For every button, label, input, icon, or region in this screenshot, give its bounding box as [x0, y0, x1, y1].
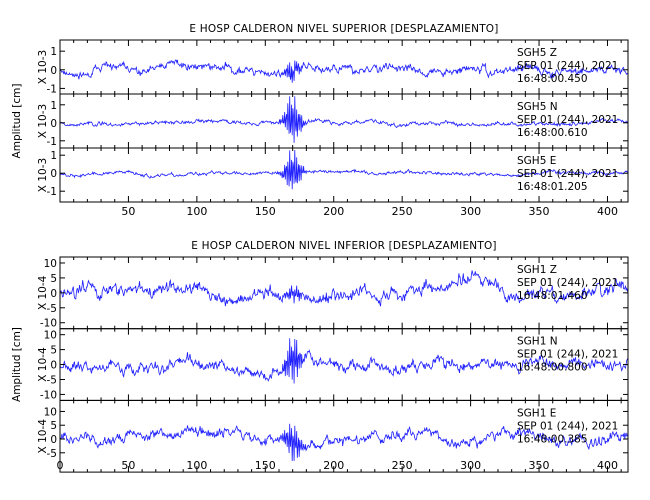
waveform-line [59, 423, 629, 462]
y-tick-label: 0 [50, 65, 57, 77]
annotation-line: SEP 01 (244), 2021 [517, 420, 618, 432]
annotation-line: 16:48:00.450 [517, 73, 588, 85]
annotation-line: SEP 01 (244), 2021 [517, 168, 618, 180]
y-tick-label: 10 [44, 258, 57, 270]
scale-label: X 10-3 [37, 104, 49, 138]
y-tick-label: 0 [50, 168, 57, 180]
y-tick-label: -1 [47, 136, 57, 148]
annotation-line: SEP 01 (244), 2021 [517, 60, 618, 72]
panel-frame [59, 399, 629, 473]
chart-group-1: E HOSP CALDERON NIVEL SUPERIOR [DESPLAZA… [11, 23, 629, 218]
chart-title: E HOSP CALDERON NIVEL INFERIOR [DESPLAZA… [191, 240, 496, 252]
annotation-line: 16:48:00.610 [517, 127, 588, 139]
x-tick-label: 300 [460, 205, 481, 218]
annotation-line: 16:48:00.800 [517, 362, 588, 374]
y-tick-label: 5 [50, 420, 57, 432]
annotation-line: SGH5 Z [517, 47, 557, 59]
annotation-line: SGH1 N [517, 336, 558, 348]
scale-label: X 10-4 [37, 419, 49, 454]
y-tick-label: 10 [44, 330, 57, 342]
y-tick-label: 5 [50, 345, 57, 357]
annotation-line: SEP 01 (244), 2021 [517, 114, 618, 126]
x-tick-label: 50 [121, 205, 135, 218]
x-tick-label: 250 [392, 459, 413, 472]
x-tick-label: 400 [597, 205, 618, 218]
annotation-line: 16:48:00.385 [517, 433, 588, 445]
x-tick-label: 150 [255, 459, 276, 472]
y-tick-label: 1 [50, 100, 57, 112]
y-tick-label: -1 [47, 186, 57, 198]
x-tick-label: 50 [121, 459, 135, 472]
x-tick-label: 250 [392, 205, 413, 218]
waveform-line [59, 270, 629, 307]
x-tick-label: 300 [460, 459, 481, 472]
y-tick-label: -5 [47, 374, 57, 386]
chart-group-2: E HOSP CALDERON NIVEL INFERIOR [DESPLAZA… [11, 240, 629, 473]
y-tick-label: -5 [47, 448, 57, 460]
y-tick-label: 0 [50, 288, 57, 300]
x-tick-label: 0 [57, 459, 64, 472]
annotation-line: SEP 01 (244), 2021 [517, 349, 618, 361]
y-tick-label: 0 [50, 360, 57, 372]
annotation-line: SGH5 E [517, 155, 556, 167]
x-tick-label: 100 [186, 459, 207, 472]
x-tick-label: 350 [529, 205, 550, 218]
scale-label: X 10-3 [37, 50, 49, 84]
x-tick-label: 200 [323, 459, 344, 472]
waveform-line [59, 149, 629, 190]
x-tick-label: 350 [529, 459, 550, 472]
y-tick-label: 0 [50, 434, 57, 446]
annotation-line: 16:48:01.205 [517, 181, 588, 193]
annotation-line: 16:48:01.460 [517, 290, 588, 302]
y-axis-label: Amplitud [cm] [11, 327, 23, 402]
y-tick-label: -5 [47, 303, 57, 315]
waveform-line [59, 59, 629, 83]
annotation-line: SGH5 N [517, 101, 558, 113]
y-tick-label: -1 [47, 83, 57, 95]
y-tick-label: 1 [50, 150, 57, 162]
scale-label: X 10-4 [37, 275, 49, 310]
waveform-line [59, 338, 629, 384]
annotation-line: SGH1 E [517, 407, 556, 419]
y-axis-label: Amplitud [cm] [11, 84, 23, 159]
y-tick-label: -10 [40, 389, 57, 401]
y-tick-label: 10 [44, 406, 57, 418]
y-tick-label: -10 [40, 318, 57, 330]
scale-label: X 10-3 [37, 158, 49, 192]
x-tick-label: 150 [255, 205, 276, 218]
chart-title: E HOSP CALDERON NIVEL SUPERIOR [DESPLAZA… [189, 23, 498, 35]
y-tick-label: 0 [50, 118, 57, 130]
annotation-line: SGH1 Z [517, 264, 557, 276]
x-tick-label: 400 [597, 459, 618, 472]
y-tick-label: 5 [50, 273, 57, 285]
y-tick-label: 1 [50, 46, 57, 58]
x-tick-label: 200 [323, 205, 344, 218]
scale-label: X 10-4 [37, 347, 49, 382]
panel-frame [59, 147, 629, 203]
annotation-line: SEP 01 (244), 2021 [517, 277, 618, 289]
waveform-line [59, 96, 629, 143]
x-tick-label: 100 [186, 205, 207, 218]
